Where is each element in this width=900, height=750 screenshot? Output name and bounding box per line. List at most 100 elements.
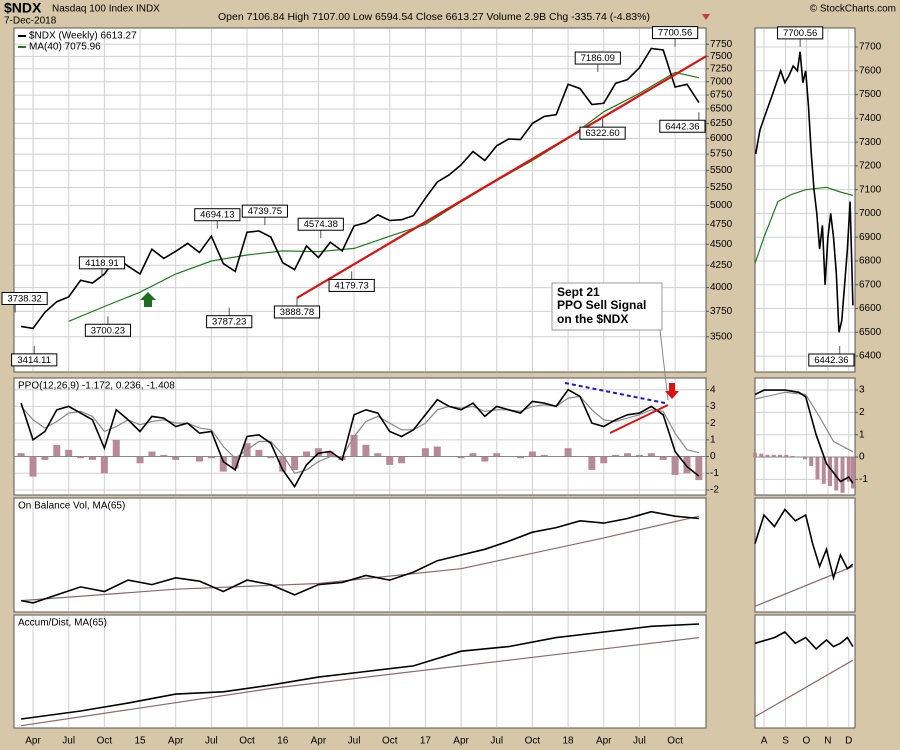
panel-title: On Balance Vol, MA(65) <box>18 501 125 512</box>
annotation-label: 3738.32 <box>7 294 41 305</box>
histogram-bar <box>326 451 334 457</box>
annotation-label: 6442.36 <box>814 355 848 366</box>
x-tick-label: Oct <box>97 736 113 747</box>
annotation-box <box>574 51 621 65</box>
histogram-bar <box>219 456 227 472</box>
panel <box>754 377 856 496</box>
histogram-bar <box>821 457 826 484</box>
y-tick-label: 6250 <box>710 118 733 129</box>
histogram-bar <box>100 456 108 474</box>
y-tick-label: -1 <box>710 468 719 479</box>
series-line <box>754 51 854 333</box>
histogram-bar <box>790 455 795 458</box>
overlay: Sept 21 PPO Sell Signal on the $NDX <box>140 282 679 434</box>
series-line <box>754 565 854 607</box>
histogram-bar <box>41 456 49 460</box>
y-tick-label: 6500 <box>710 104 733 115</box>
annotation-box <box>206 315 253 329</box>
x-tick-label: Jul <box>490 736 503 747</box>
histogram-bar <box>433 446 441 457</box>
histogram-bar <box>457 456 465 459</box>
panel <box>754 27 856 373</box>
histogram-bar <box>771 454 776 458</box>
series-line <box>754 659 854 718</box>
histogram-bar <box>302 451 310 457</box>
panels: 3500 3750 4000 4250 4500 4750 5000 5250 5500 5750… <box>1 26 882 747</box>
y-tick-label: 5000 <box>710 200 733 211</box>
y-tick-label: 7500 <box>859 89 882 100</box>
histogram-bar <box>469 453 477 457</box>
y-tick-label: 0 <box>710 451 716 462</box>
histogram-bar <box>195 456 203 462</box>
histogram-bar <box>374 453 382 457</box>
panel <box>13 497 707 613</box>
symbol: $NDX <box>4 0 42 16</box>
histogram-bar <box>784 454 789 458</box>
histogram-bar <box>386 456 394 465</box>
x-tick-label: Apr <box>453 736 469 747</box>
annotation-box <box>1 291 48 305</box>
y-tick-label: 7600 <box>859 65 882 76</box>
histogram-bar <box>588 456 596 470</box>
histogram-bar <box>840 457 845 493</box>
y-tick-label: 7500 <box>710 51 733 62</box>
x-tick-label: Apr <box>25 736 41 747</box>
histogram-bar <box>398 456 406 464</box>
histogram-bar <box>846 457 851 482</box>
histogram-bar <box>828 457 832 487</box>
histogram-bar <box>65 449 73 457</box>
annotation-box <box>651 26 699 40</box>
y-tick-label: 6600 <box>859 303 882 314</box>
x-tick-label: A <box>761 736 768 747</box>
y-tick-label: 6700 <box>859 279 882 290</box>
series-line <box>754 391 854 453</box>
series-line <box>754 389 854 484</box>
annotation-label: 7700.56 <box>658 28 692 39</box>
y-tick-label: 3750 <box>710 306 733 317</box>
histogram-bar <box>267 456 275 459</box>
y-tick-label: 7250 <box>710 63 733 74</box>
y-tick-label: 2 <box>710 418 716 429</box>
histogram-bar <box>291 456 299 470</box>
panel-title: PPO(12,26,9) -1.172, 0.236, -1.408 <box>18 381 175 392</box>
y-tick-label: 7000 <box>710 76 733 87</box>
histogram-bar <box>207 456 215 459</box>
y-tick-label: 1 <box>859 429 865 440</box>
series-line <box>21 637 699 727</box>
histogram-bar <box>600 456 608 464</box>
histogram-bar <box>765 454 770 458</box>
histogram-bar <box>528 451 536 457</box>
y-tick-label: -1 <box>859 474 868 485</box>
series-line <box>20 47 700 330</box>
y-tick-label: 3 <box>859 385 865 396</box>
series-line <box>20 623 699 720</box>
y-tick-label: 7700 <box>859 42 882 53</box>
histogram-bar <box>540 454 548 457</box>
panel <box>754 497 856 613</box>
x-tick-label: D <box>845 736 852 747</box>
series-line <box>68 71 700 322</box>
series-line <box>20 388 700 489</box>
histogram-bar <box>493 453 501 457</box>
histogram-bar <box>77 456 85 459</box>
histogram-bar <box>17 453 25 457</box>
histogram-bar <box>279 456 287 472</box>
x-tick-label: 15 <box>134 736 146 747</box>
histogram-bar <box>753 452 757 458</box>
annotation-box <box>11 353 58 367</box>
annotation-box <box>78 256 126 270</box>
annotation-label: 4179.73 <box>335 280 369 291</box>
histogram-bar <box>29 456 37 477</box>
y-tick-label: 4250 <box>710 260 733 271</box>
x-tick-label: Oct <box>525 736 541 747</box>
annotation-box <box>777 26 824 40</box>
annotation-box <box>84 323 132 337</box>
panel <box>13 377 707 496</box>
annotation-label: 7186.09 <box>581 53 615 64</box>
histogram-bar <box>671 456 679 475</box>
x-tick-label: Oct <box>239 736 255 747</box>
annotation-label: 4118.91 <box>85 258 119 269</box>
y-tick-label: 5500 <box>710 165 733 176</box>
change-marker <box>702 14 710 20</box>
